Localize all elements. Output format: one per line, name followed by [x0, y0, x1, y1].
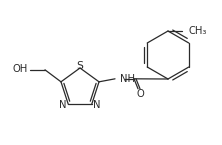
- Text: S: S: [77, 61, 83, 71]
- Text: OH: OH: [13, 64, 28, 74]
- Text: N: N: [93, 100, 101, 110]
- Text: CH₃: CH₃: [188, 26, 206, 36]
- Text: NH: NH: [120, 74, 135, 84]
- Text: N: N: [59, 100, 67, 110]
- Text: O: O: [136, 89, 144, 99]
